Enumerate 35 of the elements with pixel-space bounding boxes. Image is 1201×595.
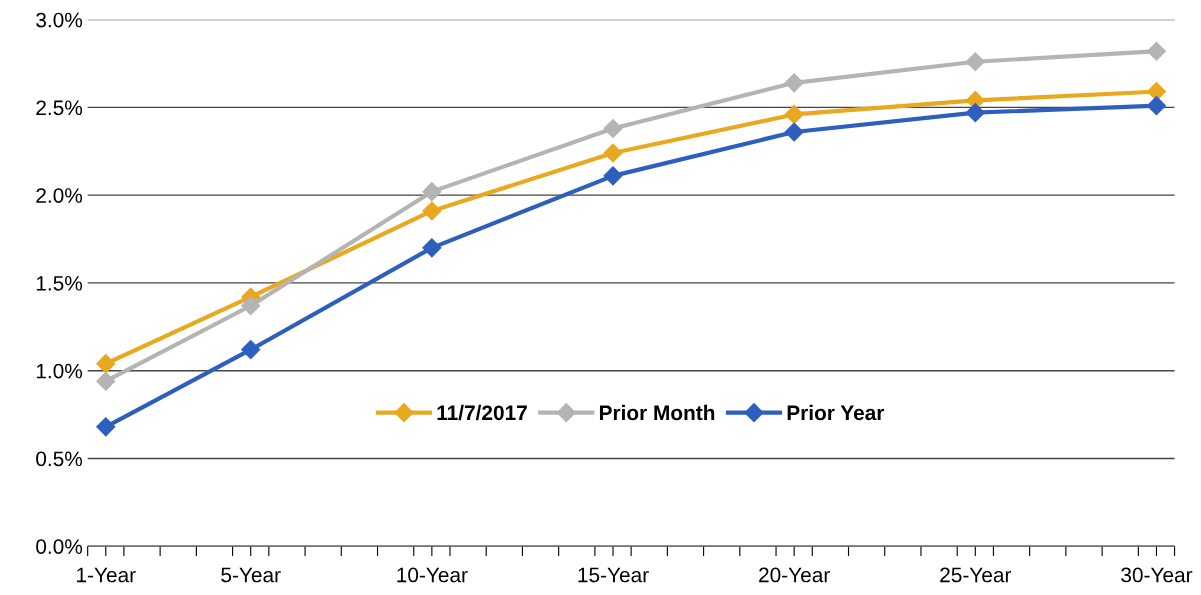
point bbox=[965, 103, 985, 123]
point bbox=[965, 52, 985, 72]
x-tick-label: 30-Year bbox=[1121, 567, 1193, 583]
point bbox=[1146, 41, 1166, 61]
y-tick-label: 2.5% bbox=[36, 100, 83, 116]
legend-label: Prior Month bbox=[599, 404, 715, 421]
point bbox=[603, 118, 623, 138]
point bbox=[784, 122, 804, 142]
y-tick-label: 3.0% bbox=[36, 12, 83, 28]
point bbox=[422, 182, 442, 202]
point bbox=[603, 143, 623, 163]
legend-label: 11/7/2017 bbox=[437, 404, 527, 421]
point bbox=[241, 296, 261, 316]
x-tick-label: 15-Year bbox=[578, 567, 649, 583]
point bbox=[1146, 96, 1166, 116]
x-tick-label: 10-Year bbox=[397, 567, 468, 583]
point bbox=[603, 166, 623, 186]
y-tick-label: 2.0% bbox=[36, 188, 83, 203]
point bbox=[784, 73, 804, 93]
point bbox=[96, 371, 116, 391]
y-tick-label: 1.5% bbox=[36, 276, 83, 291]
point bbox=[422, 238, 442, 258]
x-tick-label: 1-Year bbox=[77, 567, 136, 583]
x-tick-label: 20-Year bbox=[759, 567, 830, 583]
point bbox=[784, 104, 804, 124]
point bbox=[96, 354, 116, 374]
y-tick-label: 0.0% bbox=[36, 539, 83, 554]
y-tick-label: 1.0% bbox=[36, 363, 83, 379]
legend-label: Prior Year bbox=[787, 404, 885, 421]
point bbox=[422, 201, 442, 221]
point bbox=[96, 417, 116, 437]
point bbox=[241, 340, 261, 360]
x-tick-label: 5-Year bbox=[221, 567, 281, 583]
x-tick-label: 25-Year bbox=[940, 567, 1012, 583]
y-tick-label: 0.5% bbox=[36, 451, 83, 467]
